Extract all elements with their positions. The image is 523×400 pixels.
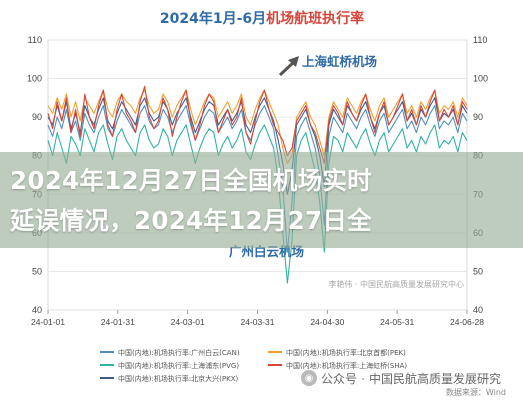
y-tick-label-left: 100 [27, 74, 42, 84]
legend-label-2: 中国(内地):机场执行率:北京大兴(PKX) [118, 374, 239, 383]
annotation-shanghai: 上海虹桥机场 [302, 54, 377, 69]
legend-label-0: 中国(内地):机场执行率:广州白云(CAN) [118, 348, 240, 357]
series-lines [47, 85, 468, 284]
wechat-watermark-prefix: 公众号 [320, 371, 357, 386]
wechat-icon: ◉ [300, 370, 317, 386]
x-tick-label: 24-06-28 [450, 317, 484, 327]
y-tick-label-left: 90 [32, 112, 42, 122]
y-tick-label-right: 100 [473, 74, 488, 84]
y-tick-label-right: 90 [473, 112, 483, 122]
legend-label-4: 中国(内地):机场执行率:上海虹桥(SHA) [286, 361, 407, 370]
chart-title: 2024年1月-6月机场航班执行率 [160, 10, 364, 27]
series-line-1 [47, 124, 468, 284]
x-tick-label: 24-04-30 [310, 317, 344, 327]
x-tick-label: 24-05-31 [380, 317, 414, 327]
x-tick-label: 24-01-01 [31, 317, 65, 327]
y-tick-label-right: 110 [473, 35, 487, 45]
series-line-4 [47, 85, 468, 164]
shanghai-arrow-head [288, 56, 299, 67]
overlay-title-line-1: 2024年12月27日全国机场实时 [10, 166, 372, 195]
series-line-3 [47, 89, 468, 164]
source-note: 数据来源：Wind [446, 387, 506, 397]
overlay-title-line-2: 延误情况，2024年12月27日全 [10, 206, 372, 235]
chart-watermark: 李艳伟 · 中国民航高质量发展研究中心 [328, 279, 464, 289]
y-tick-label-left: 110 [28, 35, 42, 45]
y-tick-label-right: 50 [473, 266, 483, 276]
y-tick-label-left: 40 [32, 305, 42, 315]
wechat-watermark: ◉ 公众号 · 中国民航高质量发展研究 [300, 366, 501, 390]
legend: 中国(内地):机场执行率:广州白云(CAN) 中国(内地):机场执行率:上海浦东(… [100, 348, 407, 383]
legend-label-1: 中国(内地):机场执行率:上海浦东(PVG) [118, 361, 239, 370]
title-overlay-band [0, 152, 523, 248]
y-tick-label-left: 50 [32, 266, 42, 276]
series-line-0 [47, 105, 468, 253]
x-tick-label: 24-03-01 [171, 317, 205, 327]
legend-label-3: 中国(内地):机场执行率:北京首都(PEK) [286, 348, 406, 357]
chart-title-emphasis: 机场航班执行率 [266, 10, 364, 27]
x-tick-label: 24-01-31 [101, 317, 135, 327]
y-tick-label-right: 40 [473, 305, 483, 315]
wechat-watermark-dot: · [360, 371, 365, 385]
chart-title-prefix: 2024年1月-6月 [160, 10, 266, 27]
wechat-watermark-name: 中国民航高质量发展研究 [368, 371, 501, 386]
x-axis: 24-01-01 24-01-31 24-03-01 24-03-31 24-04-30… [31, 310, 484, 327]
x-tick-label: 24-03-31 [240, 317, 274, 327]
